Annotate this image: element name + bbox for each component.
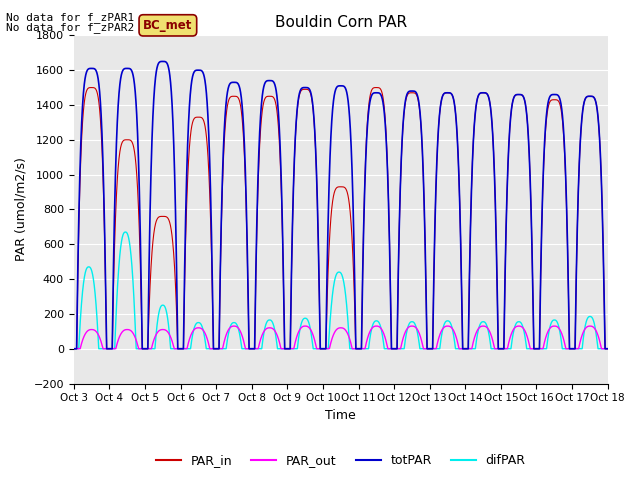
- PAR_out: [604, 346, 612, 351]
- PAR_out: [230, 323, 238, 329]
- totPAR: [159, 59, 166, 64]
- Text: No data for f_zPAR2: No data for f_zPAR2: [6, 22, 134, 33]
- PAR_out: [431, 346, 438, 351]
- Text: BC_met: BC_met: [143, 19, 193, 32]
- PAR_out: [604, 346, 611, 351]
- Legend: PAR_in, PAR_out, totPAR, difPAR: PAR_in, PAR_out, totPAR, difPAR: [151, 449, 531, 472]
- Line: difPAR: difPAR: [74, 232, 608, 348]
- difPAR: [321, 346, 328, 351]
- PAR_out: [321, 346, 328, 351]
- PAR_in: [604, 346, 612, 351]
- difPAR: [122, 229, 129, 235]
- PAR_in: [460, 346, 468, 351]
- PAR_out: [70, 346, 77, 351]
- PAR_in: [166, 220, 173, 226]
- PAR_out: [460, 346, 468, 351]
- PAR_in: [321, 346, 328, 351]
- totPAR: [321, 346, 328, 351]
- Line: PAR_out: PAR_out: [74, 326, 608, 348]
- totPAR: [166, 73, 173, 79]
- totPAR: [70, 346, 77, 351]
- difPAR: [166, 336, 173, 341]
- difPAR: [460, 346, 468, 351]
- difPAR: [70, 346, 77, 351]
- difPAR: [431, 346, 438, 351]
- Line: PAR_in: PAR_in: [74, 87, 608, 348]
- difPAR: [604, 346, 612, 351]
- PAR_in: [431, 230, 438, 236]
- Y-axis label: PAR (umol/m2/s): PAR (umol/m2/s): [15, 157, 28, 262]
- Text: No data for f_zPAR1: No data for f_zPAR1: [6, 12, 134, 23]
- PAR_out: [166, 332, 173, 338]
- totPAR: [431, 230, 438, 236]
- totPAR: [460, 346, 468, 351]
- PAR_in: [70, 346, 77, 351]
- PAR_in: [604, 346, 611, 351]
- totPAR: [604, 346, 611, 351]
- PAR_in: [88, 84, 95, 90]
- totPAR: [491, 176, 499, 181]
- difPAR: [604, 346, 611, 351]
- PAR_in: [491, 176, 499, 181]
- X-axis label: Time: Time: [325, 409, 356, 422]
- difPAR: [491, 346, 499, 351]
- PAR_out: [491, 346, 499, 351]
- totPAR: [604, 346, 612, 351]
- Title: Bouldin Corn PAR: Bouldin Corn PAR: [275, 15, 407, 30]
- Line: totPAR: totPAR: [74, 61, 608, 348]
